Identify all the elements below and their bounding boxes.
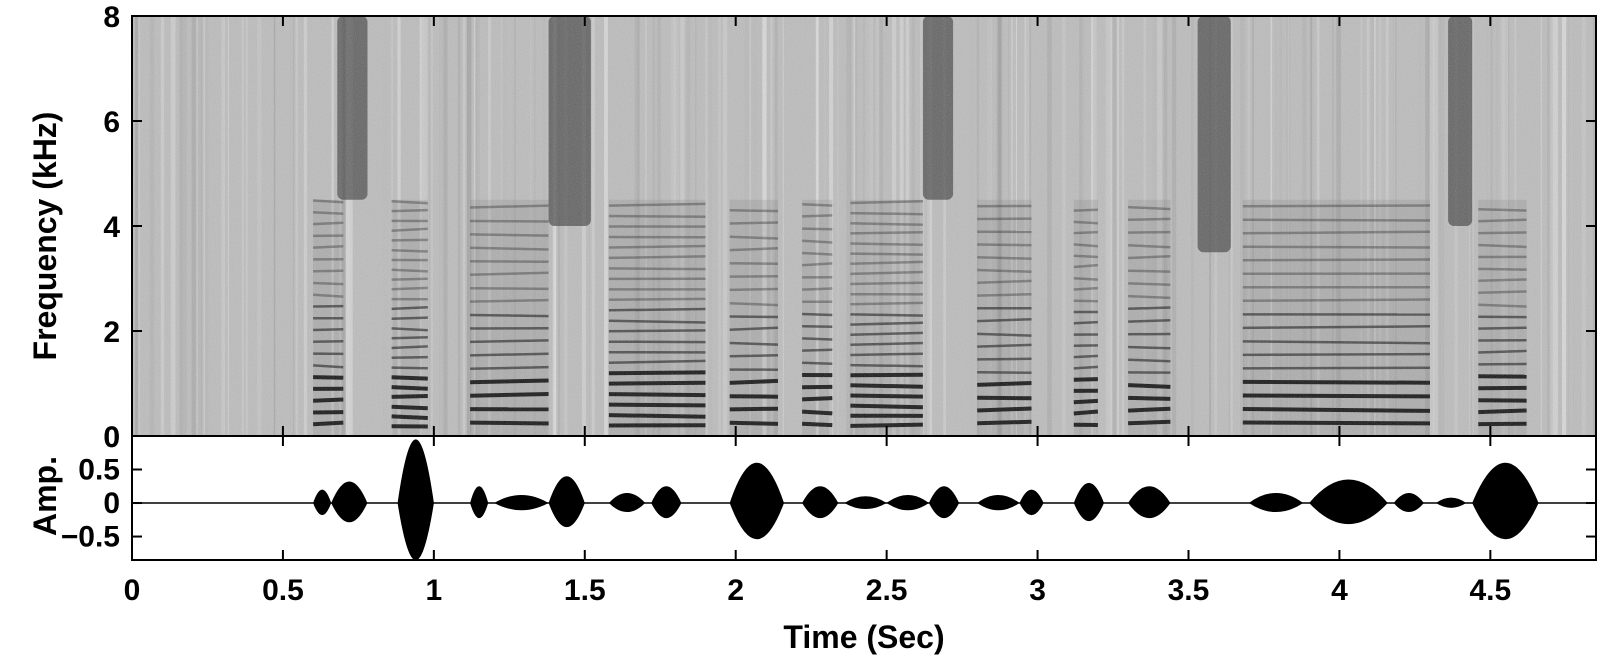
waveform-x-tick-label: 1 <box>426 574 443 607</box>
waveform-marks <box>132 439 1596 560</box>
waveform-burst <box>928 486 960 519</box>
waveform-burst <box>1073 482 1104 522</box>
waveform-ylabel: Amp. <box>27 456 63 536</box>
waveform-frame <box>131 435 1597 561</box>
waveform-x-ticks: 0 0.5 1 1.5 2 2.5 3 3.5 4 4.5 <box>124 16 1511 607</box>
waveform-x-tick-label: 2.5 <box>866 574 908 607</box>
waveform-x-tick-label: 0 <box>124 574 141 607</box>
waveform-x-tick-label: 2 <box>727 574 744 607</box>
waveform-top-tick-label: 0 <box>103 421 120 454</box>
spectrogram-ylabel: Frequency (kHz) <box>27 112 63 361</box>
waveform-burst <box>802 486 839 519</box>
waveform-burst <box>1393 492 1424 513</box>
spectrogram-panel: 0 2 4 6 8 Frequency (kHz) <box>27 1 1597 454</box>
waveform-y-tick-label: −0.5 <box>61 521 120 554</box>
spectrogram-y-tick-label: 4 <box>103 211 120 244</box>
waveform-burst <box>494 494 549 511</box>
waveform-burst <box>729 462 784 540</box>
waveform-burst <box>608 492 646 513</box>
waveform-burst <box>1309 479 1388 525</box>
spectrogram-y-tick-label: 2 <box>103 316 120 349</box>
waveform-x-tick-label: 1.5 <box>564 574 606 607</box>
waveform-burst <box>1436 497 1467 508</box>
waveform-y-tick-label: 0 <box>103 487 120 520</box>
spectrogram-y-tick-label: 6 <box>103 106 120 139</box>
waveform-burst <box>397 439 434 560</box>
waveform-burst <box>470 486 489 519</box>
waveform-x-tick-label: 3 <box>1029 574 1046 607</box>
spectrogram-y-tick-label: 8 <box>103 1 120 34</box>
waveform-x-tick-label: 0.5 <box>262 574 304 607</box>
waveform-y-ticks: 0.50−0.50 <box>61 421 1596 554</box>
waveform-burst <box>1248 492 1304 513</box>
waveform-burst <box>977 494 1020 511</box>
waveform-burst <box>548 476 585 528</box>
waveform-burst <box>886 494 929 511</box>
waveform-panel: 0.50−0.50 0 0.5 1 1.5 2 2.5 3 3.5 4 4.5 Amp. Time… <box>27 16 1597 655</box>
waveform-x-tick-label: 4 <box>1331 574 1348 607</box>
waveform-burst <box>1472 462 1539 540</box>
waveform-burst <box>331 481 368 523</box>
spectrogram-y-ticks: 0 2 4 6 8 <box>103 1 1596 454</box>
waveform-xlabel: Time (Sec) <box>783 619 944 655</box>
waveform-x-tick-label: 4.5 <box>1469 574 1511 607</box>
waveform-burst <box>844 496 887 510</box>
spectrogram-y-tick-label: 0 <box>103 421 120 454</box>
waveform-burst <box>1019 489 1044 516</box>
waveform-burst <box>313 489 332 516</box>
waveform-burst <box>1128 486 1171 519</box>
waveform-y-tick-label: 0.5 <box>78 454 120 487</box>
spectrogram-grain <box>132 16 1596 436</box>
waveform-x-tick-label: 3.5 <box>1168 574 1210 607</box>
waveform-burst <box>651 486 682 519</box>
